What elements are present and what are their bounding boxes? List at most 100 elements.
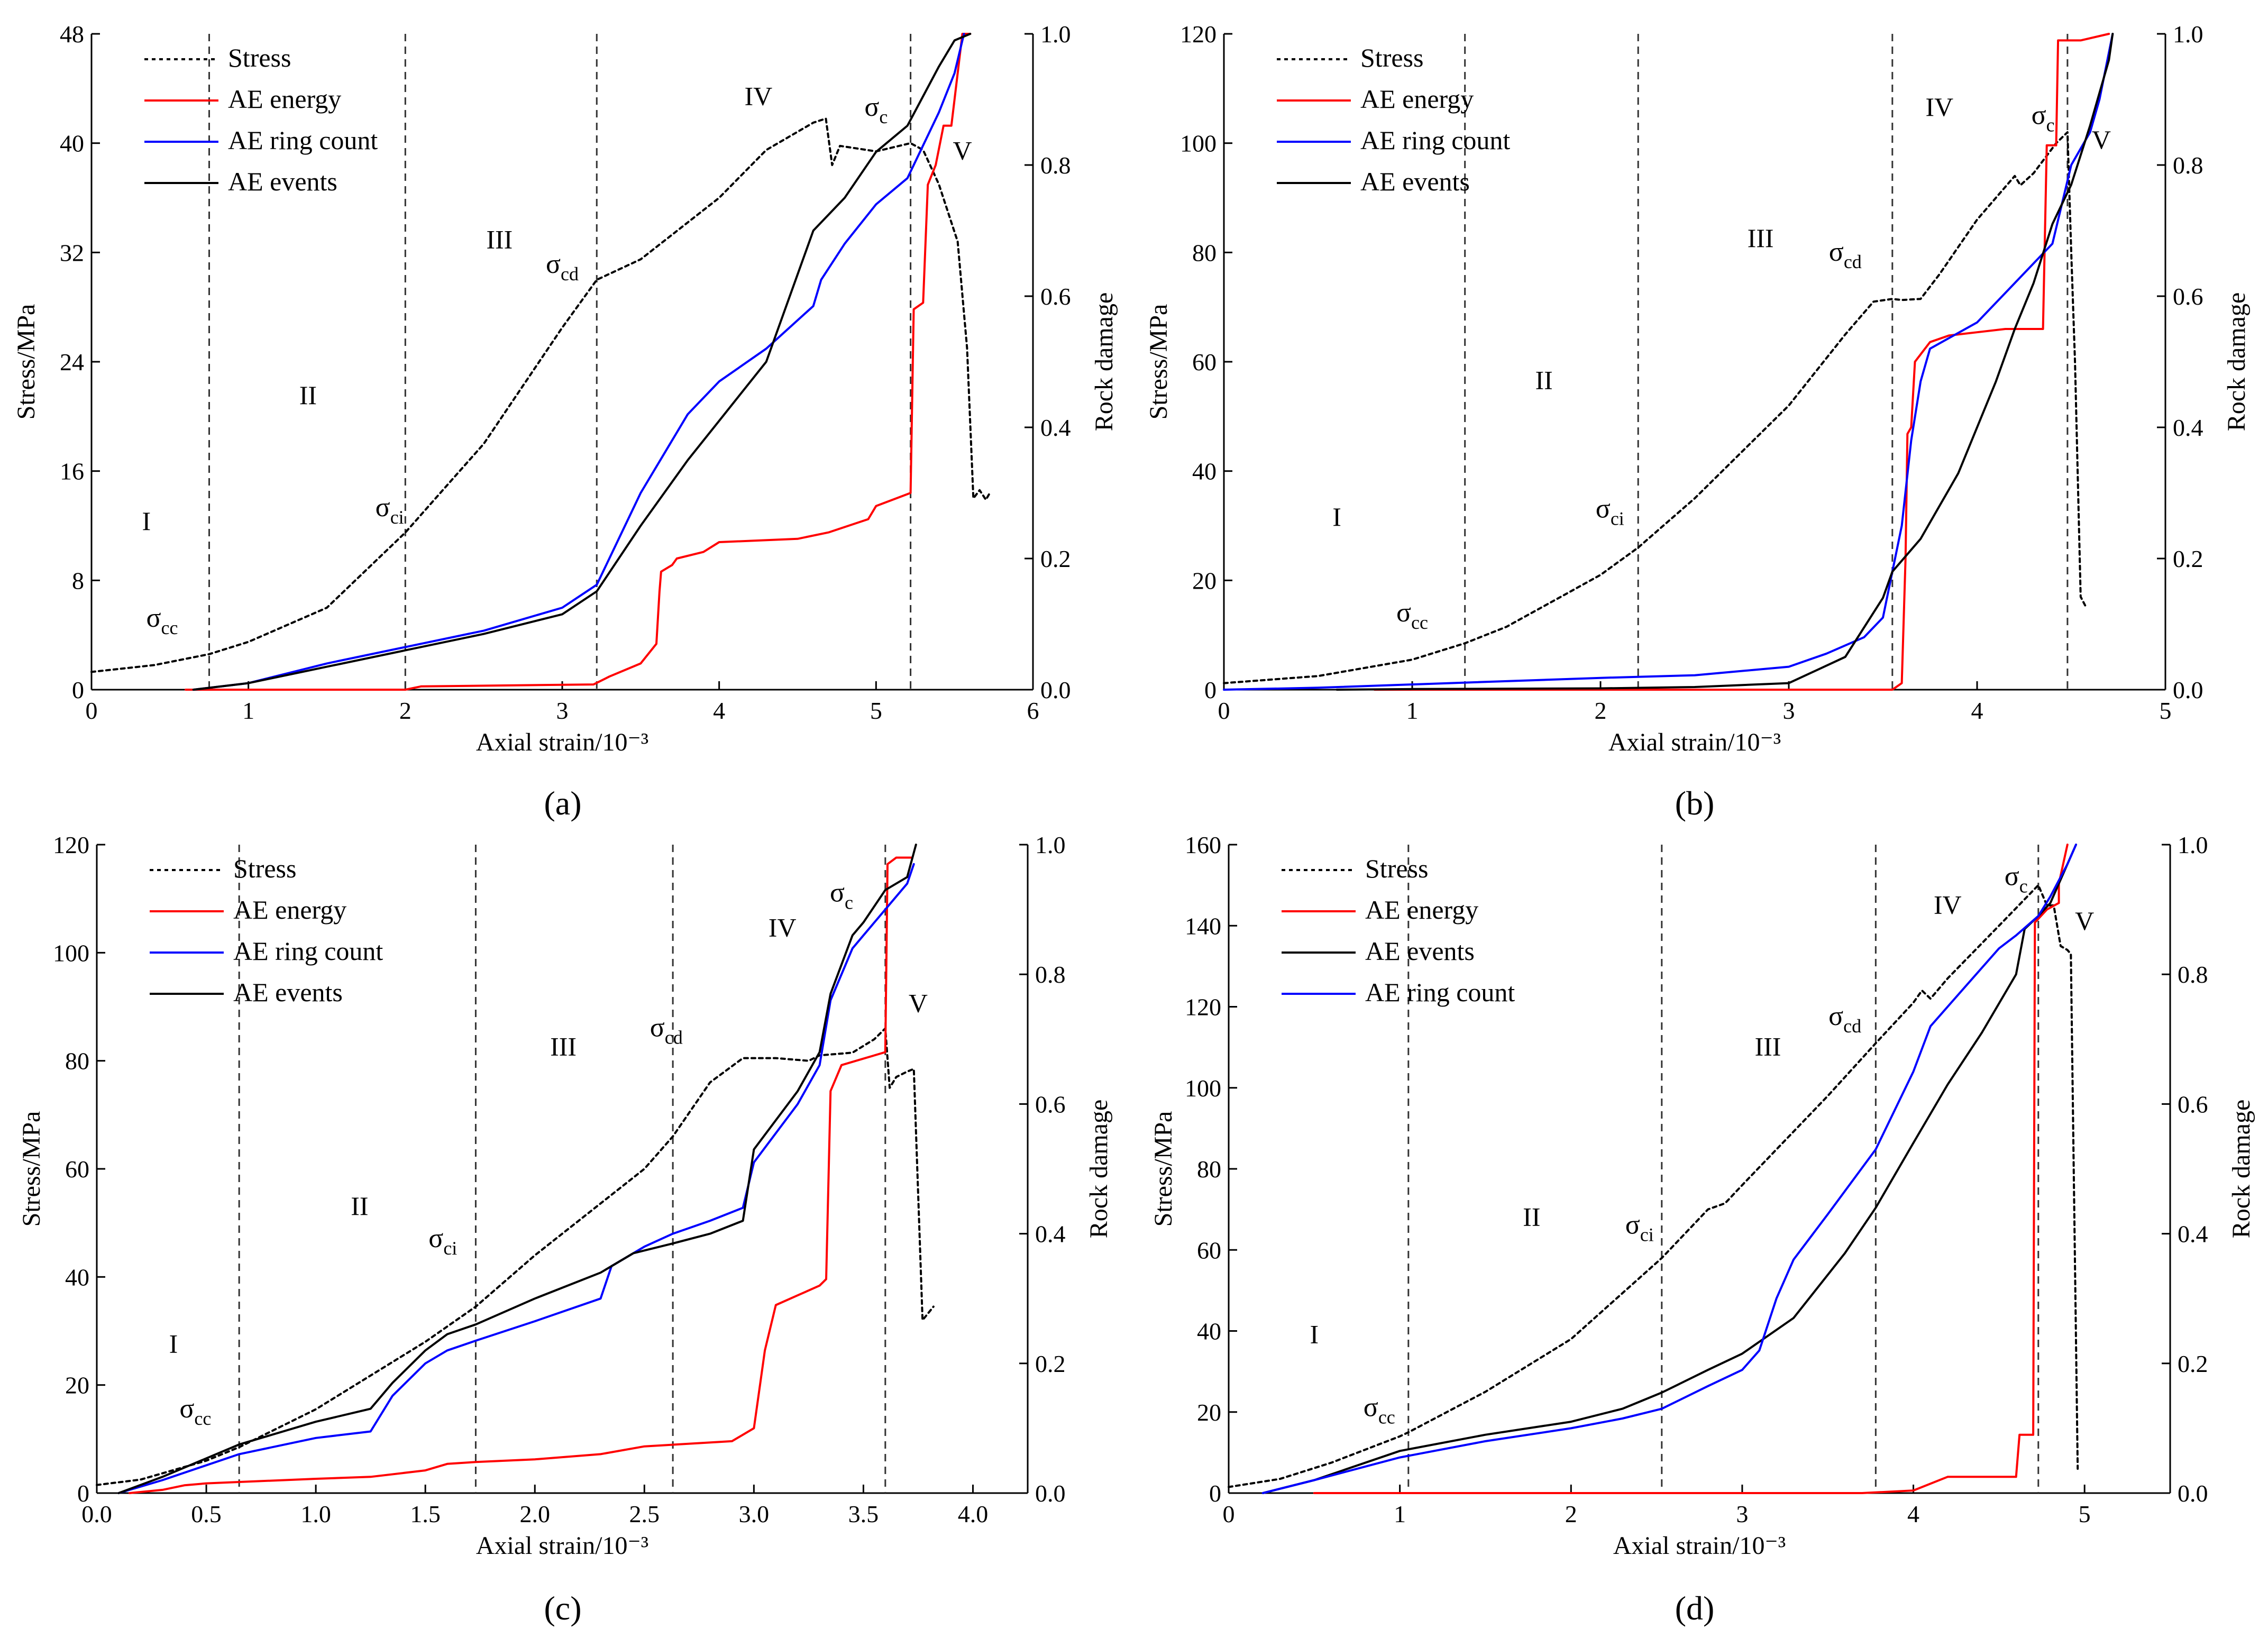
- y2-tick-label: 0.8: [1035, 961, 1066, 988]
- stage-label-ii: II: [1523, 1202, 1540, 1231]
- stage-label-iii: III: [486, 225, 513, 254]
- sigma-label-ci: σci: [1596, 494, 1624, 529]
- sigma-subscript: c: [879, 106, 888, 127]
- legend-label-ae-events: AE events: [1360, 167, 1470, 196]
- series-ae-ring-count: [192, 33, 965, 691]
- y2-tick-label: 0.0: [1035, 1480, 1066, 1507]
- y2-axis-title: Rock damage: [2223, 292, 2251, 432]
- chart-panel-3: 0.0 0.5 1.0 1.5 2.0 2.5 3.0 3.5 4.0 0 20 40 60 80 100 1…: [17, 831, 1113, 1560]
- x-tick-label: 0: [86, 697, 98, 724]
- sigma-subscript: cc: [1411, 612, 1428, 633]
- x-tick-label: 1: [1406, 697, 1419, 724]
- x-axis-title: Axial strain/10⁻³: [476, 1532, 648, 1560]
- y-tick-label: 48: [60, 21, 84, 48]
- x-tick-label: 0: [1223, 1500, 1235, 1527]
- x-tick-label: 3.5: [848, 1500, 879, 1527]
- sigma-subscript: c: [2046, 115, 2055, 136]
- stage-label-i: I: [169, 1329, 178, 1358]
- sigma-label-c: σc: [830, 877, 853, 913]
- legend-label-ae-energy: AE energy: [1360, 84, 1474, 114]
- series-ae-events: [117, 844, 917, 1494]
- sigma-label-cc: σcc: [1364, 1392, 1395, 1427]
- y2-tick-label: 0.4: [2178, 1221, 2208, 1248]
- sigma-label-c: σc: [2032, 100, 2055, 136]
- y2-tick-label: 0.4: [1040, 414, 1071, 441]
- sigma-symbol: σ: [2005, 862, 2019, 892]
- stage-label-v: V: [2092, 125, 2111, 154]
- stage-label-iv: IV: [744, 81, 772, 111]
- series-ae-energy: [185, 33, 972, 691]
- y-tick-label: 20: [65, 1372, 89, 1399]
- sigma-symbol: σ: [1596, 494, 1611, 524]
- y-tick-label: 40: [65, 1264, 89, 1291]
- x-axis-title: Axial strain/10⁻³: [1613, 1532, 1786, 1560]
- legend-label-ae-ring-count: AE ring count: [1360, 125, 1510, 155]
- y2-tick-label: 0.2: [2178, 1350, 2208, 1377]
- series-ae-events: [192, 33, 972, 691]
- x-tick-label: 5: [870, 697, 882, 724]
- series-stress: [96, 1027, 935, 1486]
- sigma-label-cd: σcd: [546, 249, 579, 285]
- sigma-symbol: σ: [1396, 598, 1411, 628]
- y-tick-label: 24: [60, 349, 84, 376]
- x-tick-label: 4.0: [958, 1500, 989, 1527]
- y-tick-label: 120: [1180, 21, 1217, 48]
- y2-tick-label: 0.2: [1040, 545, 1071, 572]
- series-ae-ring-count: [1261, 844, 2077, 1494]
- y2-tick-label: 0.0: [1040, 676, 1071, 703]
- sigma-label-ci: σci: [428, 1223, 457, 1259]
- y-tick-label: 0: [72, 676, 84, 703]
- x-tick-label: 1: [1394, 1500, 1406, 1527]
- sigma-subscript: cc: [194, 1408, 211, 1429]
- y2-tick-label: 1.0: [1040, 21, 1071, 48]
- y-tick-label: 40: [1197, 1318, 1221, 1345]
- y2-tick-label: 0.0: [2173, 676, 2203, 703]
- panel-label-a: (a): [544, 784, 581, 822]
- x-axis-title: Axial strain/10⁻³: [476, 728, 648, 756]
- series-ae-energy: [1373, 33, 2110, 691]
- y-tick-label: 100: [1185, 1075, 1221, 1102]
- stage-label-v: V: [2075, 906, 2094, 936]
- stage-label-v: V: [953, 136, 972, 166]
- y-axis-title: Stress/MPa: [1149, 1111, 1177, 1227]
- sigma-symbol: σ: [2032, 100, 2046, 131]
- series-stress: [90, 117, 990, 673]
- sigma-subscript: cc: [161, 617, 178, 638]
- y-tick-label: 0: [1204, 676, 1217, 703]
- series-ae-ring-count: [117, 863, 915, 1494]
- sigma-symbol: σ: [546, 249, 561, 279]
- y-axis-title: Stress/MPa: [17, 1111, 45, 1227]
- x-tick-label: 2: [1595, 697, 1607, 724]
- sigma-subscript: ci: [1640, 1224, 1654, 1246]
- series-ae-events: [1336, 33, 2114, 691]
- sigma-symbol: σ: [376, 492, 390, 523]
- x-tick-label: 5: [2079, 1500, 2091, 1527]
- sigma-subscript: ci: [1611, 508, 1624, 529]
- x-tick-label: 2.5: [629, 1500, 660, 1527]
- y2-tick-label: 1.0: [2173, 21, 2203, 48]
- stage-label-iv: IV: [1934, 890, 1962, 919]
- sigma-label-cd: σcd: [650, 1013, 683, 1048]
- x-tick-label: 3.0: [739, 1500, 770, 1527]
- sigma-subscript: cd: [665, 1027, 683, 1048]
- sigma-label-ci: σci: [1625, 1210, 1654, 1246]
- y-tick-label: 80: [65, 1048, 89, 1075]
- y-axis-title: Stress/MPa: [1145, 304, 1173, 420]
- series-ae-energy: [129, 856, 913, 1494]
- legend-label-ae-events: AE events: [228, 167, 337, 196]
- series-ae-ring-count: [1223, 33, 2114, 691]
- sigma-label-c: σc: [864, 92, 888, 127]
- y2-tick-label: 0.6: [2178, 1091, 2208, 1118]
- y-tick-label: 80: [1192, 239, 1217, 266]
- y-tick-label: 0: [1209, 1480, 1221, 1507]
- x-tick-label: 3: [556, 697, 569, 724]
- sigma-label-cc: σcc: [1396, 598, 1428, 633]
- sigma-subscript: cc: [1378, 1406, 1395, 1427]
- stage-label-iv: IV: [769, 913, 797, 942]
- stage-label-i: I: [1310, 1319, 1319, 1349]
- legend-label-stress: Stress: [1365, 854, 1428, 883]
- y2-tick-label: 0.8: [1040, 152, 1071, 179]
- sigma-subscript: cd: [1843, 1015, 1861, 1037]
- x-tick-label: 2: [1565, 1500, 1577, 1527]
